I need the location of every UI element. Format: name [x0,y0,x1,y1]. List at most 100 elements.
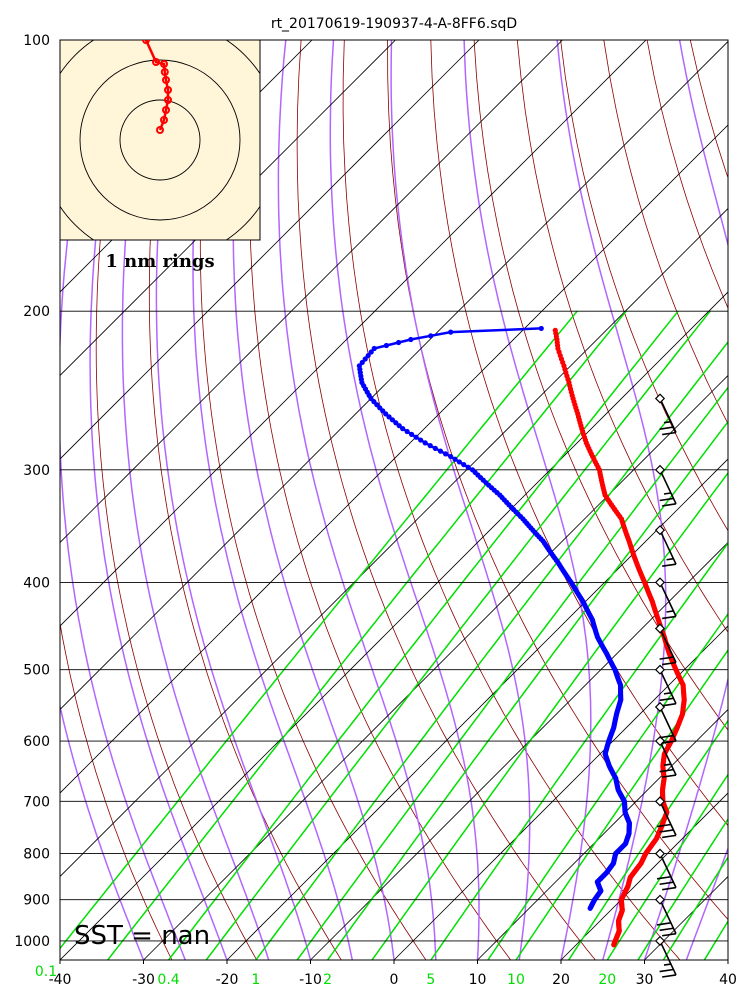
dewpoint-point [413,434,419,440]
isotherm [60,124,728,794]
dewpoint-point [365,352,371,359]
moist-adiabat [192,40,354,960]
wind-barb [654,735,677,778]
dry-adiabat [603,40,728,425]
dewpoint-point [442,451,449,457]
x-tick-label: 0 [390,972,399,988]
hodograph-background [59,39,261,241]
mixing-ratio-label: 5 [426,972,435,988]
sst-annotation: SST = nan [74,921,210,951]
mixing-ratio-line [567,719,728,960]
dry-adiabat [60,40,173,960]
dewpoint-point [362,356,368,362]
x-tick-label: -10 [299,972,322,988]
mixing-ratio-line [205,310,711,960]
wind-barb [654,848,677,891]
y-tick-label: 900 [23,893,50,909]
isotherm [727,959,728,960]
moist-adiabat [463,40,592,960]
dewpoint-point [368,349,374,355]
isotherm [560,792,728,960]
moist-adiabat [89,40,228,960]
x-tick-label: 40 [719,972,737,988]
dry-adiabat [516,40,728,633]
moist-adiabat [727,958,728,960]
isotherm [60,40,728,711]
dewpoint-point [400,426,406,432]
x-tick-label: 10 [469,972,487,988]
mixing-ratio-line [107,310,627,960]
mixing-ratio-label: 0.4 [157,972,179,988]
y-tick-label: 300 [23,463,50,479]
dewpoint-point [437,448,444,454]
moist-adiabat [643,40,728,960]
mixing-ratio-label: 2 [323,972,332,988]
mixing-ratio-line [326,420,728,960]
moist-adiabat [685,846,728,960]
hodograph-ring [79,59,241,221]
hodograph-point [164,86,172,94]
mixing-ratio-line [487,612,728,960]
moist-adiabat [232,40,395,960]
hodograph-point [156,126,164,134]
chart-title: rt_20170619-190937-4-A-8FF6.sqD [271,16,517,32]
mixing-ratio-line [255,340,728,960]
wind-barb [654,525,677,568]
mixing-ratio-line [515,648,728,960]
dewpoint-point [432,445,438,451]
dry-adiabat [387,40,728,921]
dewpoint-point [396,423,402,429]
dewpoint-point [448,453,454,460]
dry-adiabat [95,40,258,960]
dewpoint-point [383,342,390,349]
y-tick-label: 200 [23,304,50,320]
dewpoint-point [469,467,476,473]
x-tick-label: -30 [132,972,155,988]
y-tick-label: 700 [23,794,50,810]
wind-barb [654,701,677,744]
dry-adiabat [249,40,512,960]
wind-barb [654,894,677,937]
dewpoint-point [371,345,377,352]
dewpoint-point [418,437,424,443]
moist-adiabat [121,40,270,960]
moist-adiabat [60,40,145,960]
dewpoint-point [465,464,471,470]
dewpoint-point [538,325,544,332]
dewpoint-point [409,431,415,437]
dewpoint-point [404,428,410,435]
mixing-ratio-label: 10 [507,972,525,988]
moist-adiabat [556,40,667,960]
isotherm [60,40,647,627]
isotherm [143,374,728,960]
mixing-ratio-line [637,817,728,960]
hodograph-label: 1 nm rings [105,251,214,272]
x-tick-label: -40 [49,972,72,988]
dewpoint-point [393,420,399,426]
mixing-ratio-label: 0.1 [35,964,57,980]
hodograph-point [152,58,160,66]
wind-barb [654,577,677,620]
mixing-ratio-line [662,855,728,960]
hodograph-point [160,60,168,68]
hodograph-ring [119,99,201,181]
moist-adiabat [390,40,531,960]
dewpoint-point [386,414,392,420]
dewpoint-point [428,333,434,339]
mixing-ratio-label: 20 [598,972,616,988]
moist-adiabat [277,40,437,960]
y-tick-label: 800 [23,847,50,863]
moist-adiabat [60,40,186,960]
dewpoint-point [356,363,362,369]
mixing-ratio-label: 1 [251,972,260,988]
moist-adiabat [329,40,480,960]
hodograph-trace [144,40,170,131]
y-tick-label: 400 [23,575,50,591]
y-tick-label: 600 [23,734,50,750]
dry-adiabat [473,40,728,731]
hodograph-point [164,96,172,104]
dewpoint-point [422,440,428,446]
dry-adiabat [430,40,728,827]
dry-adiabat [734,40,750,960]
dewpoint-point [456,459,462,465]
